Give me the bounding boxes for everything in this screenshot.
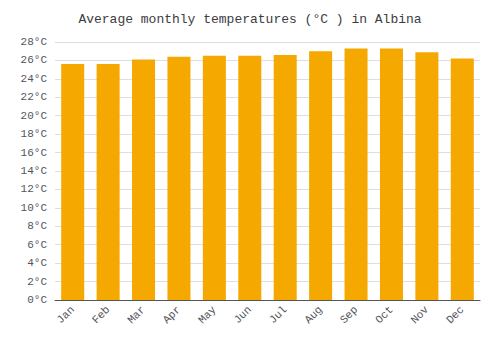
svg-text:8°C: 8°C [27, 220, 47, 232]
svg-text:4°C: 4°C [27, 257, 47, 269]
svg-text:14°C: 14°C [21, 165, 48, 177]
svg-text:Nov: Nov [409, 303, 432, 326]
svg-text:May: May [196, 303, 219, 326]
svg-text:Average monthly temperatures (: Average monthly temperatures (°C ) in Al… [78, 12, 421, 27]
svg-text:Sep: Sep [338, 304, 360, 326]
svg-text:16°C: 16°C [21, 147, 48, 159]
svg-text:10°C: 10°C [21, 202, 48, 214]
svg-text:26°C: 26°C [21, 54, 48, 66]
svg-text:22°C: 22°C [21, 91, 48, 103]
svg-text:0°C: 0°C [27, 294, 47, 306]
svg-text:Mar: Mar [125, 304, 147, 326]
svg-text:Feb: Feb [90, 304, 112, 326]
svg-text:Oct: Oct [373, 304, 395, 326]
svg-text:Jun: Jun [232, 304, 254, 326]
svg-text:Aug: Aug [302, 304, 324, 326]
svg-text:2°C: 2°C [27, 276, 47, 288]
svg-text:Jul: Jul [267, 304, 289, 326]
svg-text:Apr: Apr [161, 304, 183, 326]
svg-text:12°C: 12°C [21, 183, 48, 195]
svg-text:20°C: 20°C [21, 110, 48, 122]
svg-text:6°C: 6°C [27, 239, 47, 251]
svg-text:24°C: 24°C [21, 73, 48, 85]
svg-text:Jan: Jan [54, 304, 76, 326]
svg-text:Dec: Dec [444, 304, 466, 326]
svg-text:18°C: 18°C [21, 128, 48, 140]
svg-text:28°C: 28°C [21, 36, 48, 48]
